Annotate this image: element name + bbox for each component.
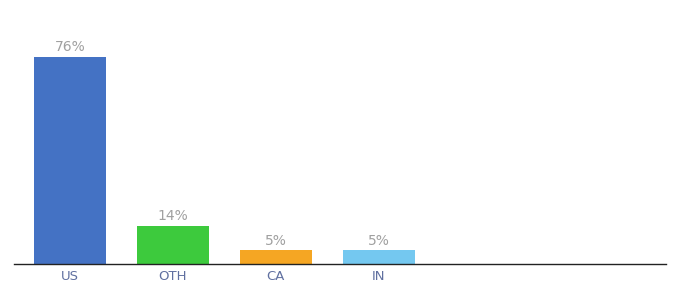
Text: 5%: 5% xyxy=(368,234,390,248)
Bar xyxy=(240,250,311,264)
Bar xyxy=(137,226,209,264)
Bar xyxy=(343,250,415,264)
Text: 76%: 76% xyxy=(55,40,86,54)
Text: 14%: 14% xyxy=(158,209,188,223)
Text: 5%: 5% xyxy=(265,234,287,248)
Bar xyxy=(34,57,106,264)
